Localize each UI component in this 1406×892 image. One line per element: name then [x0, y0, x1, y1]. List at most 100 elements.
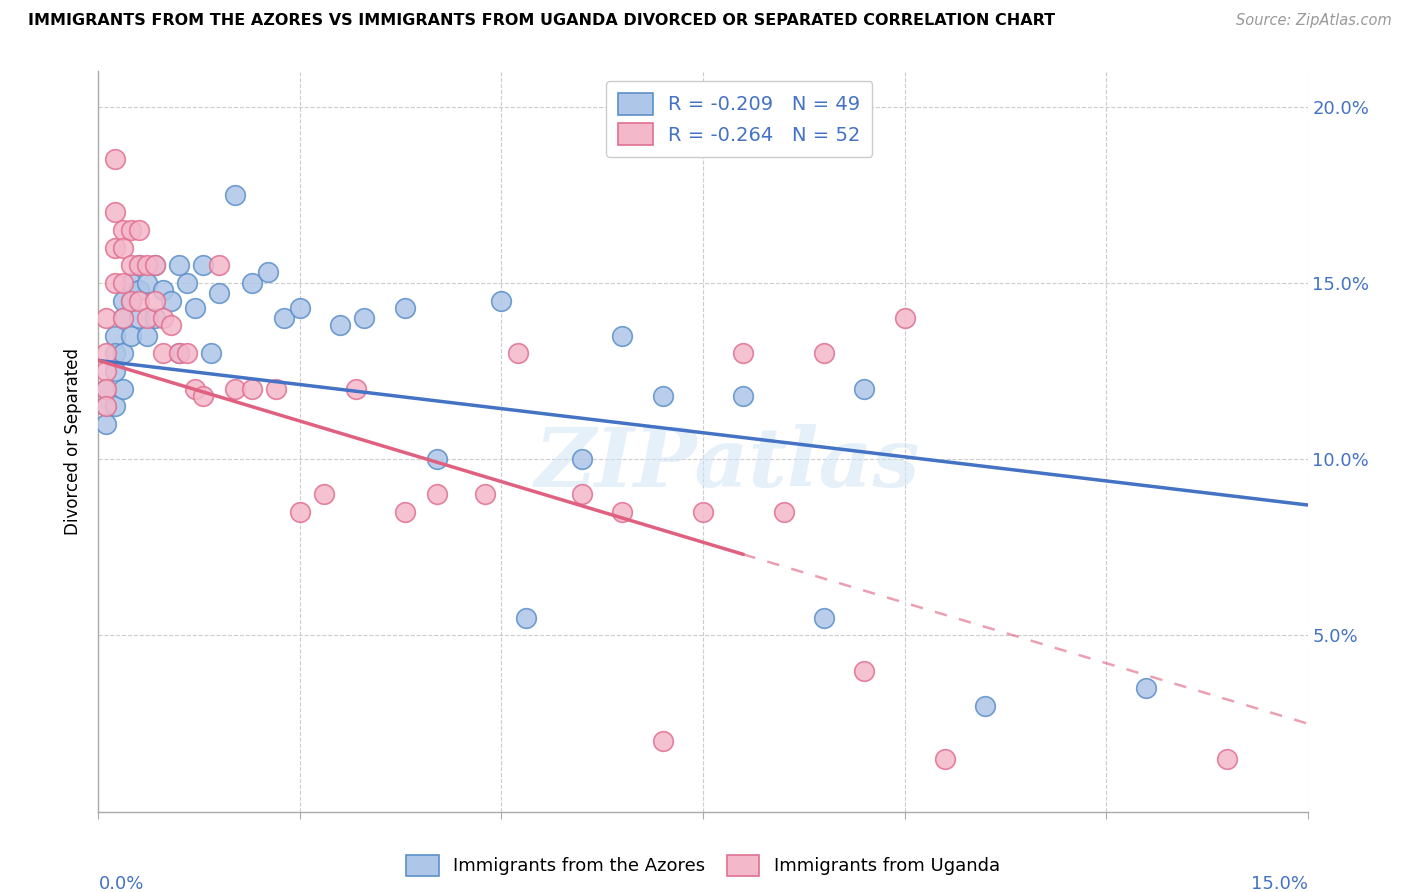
Point [96, 311, 118, 326]
Point [1135, 681, 1157, 696]
Point [208, 258, 231, 272]
Point [733, 389, 755, 403]
Point [193, 389, 215, 403]
Point [96, 382, 118, 396]
Point [264, 382, 287, 396]
Text: IMMIGRANTS FROM THE AZORES VS IMMIGRANTS FROM UGANDA DIVORCED OR SEPARATED CORRE: IMMIGRANTS FROM THE AZORES VS IMMIGRANTS… [28, 13, 1056, 29]
Point [426, 487, 449, 501]
Point [111, 276, 134, 290]
Point [256, 265, 278, 279]
Point [176, 346, 198, 360]
Point [111, 223, 134, 237]
Point [651, 734, 673, 748]
Point [111, 311, 134, 326]
Point [612, 505, 634, 519]
Point [288, 301, 311, 315]
Point [152, 311, 174, 326]
Point [120, 258, 142, 272]
Text: 0.0%: 0.0% [98, 875, 143, 892]
Point [184, 382, 207, 396]
Point [167, 346, 190, 360]
Point [152, 346, 174, 360]
Point [692, 505, 714, 519]
Point [491, 293, 513, 308]
Point [128, 311, 150, 326]
Point [329, 318, 352, 333]
Point [224, 187, 246, 202]
Point [103, 328, 125, 343]
Point [733, 346, 755, 360]
Point [103, 205, 125, 219]
Point [772, 505, 794, 519]
Point [143, 258, 166, 272]
Point [353, 311, 375, 326]
Point [111, 346, 134, 360]
Point [571, 487, 593, 501]
Text: 15.0%: 15.0% [1250, 875, 1308, 892]
Text: Source: ZipAtlas.com: Source: ZipAtlas.com [1236, 13, 1392, 29]
Point [103, 276, 125, 290]
Point [474, 487, 496, 501]
Point [426, 452, 449, 467]
Point [394, 505, 416, 519]
Point [167, 258, 190, 272]
Point [135, 328, 157, 343]
Point [240, 276, 263, 290]
Point [240, 382, 263, 396]
Point [96, 346, 118, 360]
Point [1216, 752, 1239, 766]
Point [853, 382, 876, 396]
Point [288, 505, 311, 519]
Point [103, 364, 125, 378]
Point [135, 258, 157, 272]
Point [135, 311, 157, 326]
Point [143, 293, 166, 308]
Point [208, 286, 231, 301]
Point [120, 223, 142, 237]
Point [128, 293, 150, 308]
Point [111, 311, 134, 326]
Point [167, 346, 190, 360]
Point [128, 258, 150, 272]
Point [128, 283, 150, 297]
Point [143, 258, 166, 272]
Point [143, 311, 166, 326]
Legend: R = -0.209   N = 49, R = -0.264   N = 52: R = -0.209 N = 49, R = -0.264 N = 52 [606, 81, 872, 157]
Point [111, 293, 134, 308]
Point [103, 153, 125, 167]
Point [111, 241, 134, 255]
Point [344, 382, 367, 396]
Point [103, 399, 125, 413]
Y-axis label: Divorced or Separated: Divorced or Separated [65, 348, 83, 535]
Point [152, 283, 174, 297]
Point [128, 223, 150, 237]
Point [193, 258, 215, 272]
Point [314, 487, 336, 501]
Point [893, 311, 915, 326]
Point [96, 364, 118, 378]
Point [612, 328, 634, 343]
Point [135, 276, 157, 290]
Point [96, 382, 118, 396]
Point [515, 611, 537, 625]
Text: ZIPatlas: ZIPatlas [534, 424, 920, 504]
Point [128, 258, 150, 272]
Point [571, 452, 593, 467]
Point [96, 399, 118, 413]
Point [651, 389, 673, 403]
Point [853, 664, 876, 678]
Point [103, 346, 125, 360]
Point [813, 611, 835, 625]
Point [120, 293, 142, 308]
Point [103, 241, 125, 255]
Point [96, 399, 118, 413]
Point [273, 311, 295, 326]
Point [160, 318, 183, 333]
Point [120, 328, 142, 343]
Legend: Immigrants from the Azores, Immigrants from Uganda: Immigrants from the Azores, Immigrants f… [399, 847, 1007, 883]
Point [160, 293, 183, 308]
Point [96, 417, 118, 431]
Point [120, 293, 142, 308]
Point [394, 301, 416, 315]
Point [111, 382, 134, 396]
